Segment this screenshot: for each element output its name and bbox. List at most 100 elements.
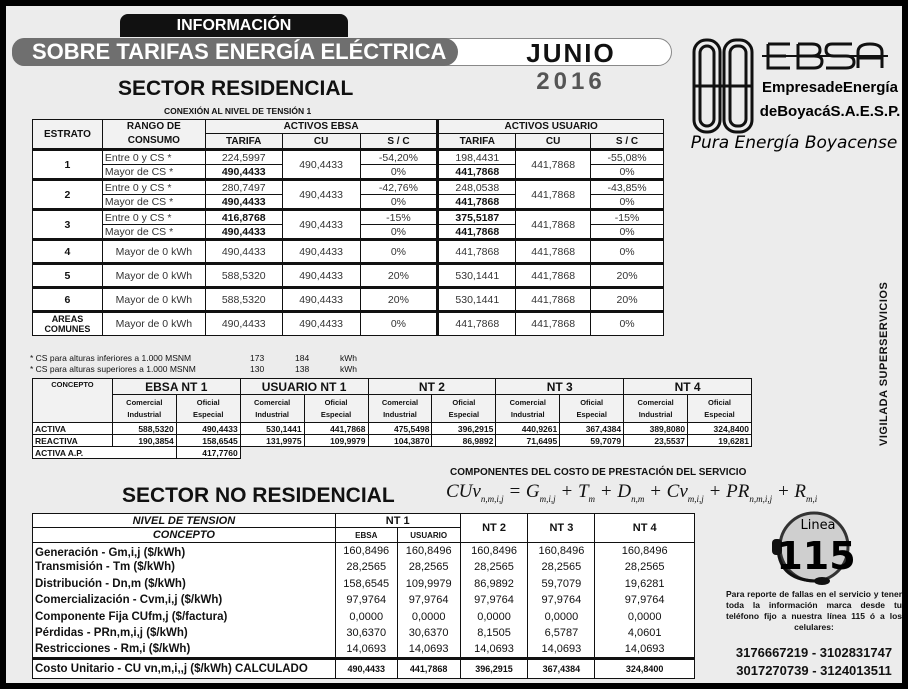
cell: 441,7868 [515,148,592,180]
cell: -43,85% [590,178,664,195]
tarifa-header: TARIFA [436,133,517,150]
cell: 0,0000 [396,608,461,625]
sub-header-line: Comercial [509,397,546,407]
cell: 490,4433 [281,238,361,264]
cell: 30,6370 [396,625,461,642]
vigilada-superservicios: VIGILADA SUPERSERVICIOS [878,281,890,446]
cell: 475,5498 [367,422,433,435]
cell: 28,2565 [396,559,461,576]
cell: 160,8496 [396,542,461,559]
cell: Restricciones - Rm,i ($/kWh) [32,641,336,658]
cell: 588,5320 [111,422,177,435]
cell: 160,8496 [334,542,398,559]
cell: 367,4384 [527,656,596,679]
logo-line1: EmpresadeEnergía [762,79,899,96]
cell: Mayor de CS * [101,164,206,180]
cell: 0% [359,224,439,240]
sub-header-line: Industrial [510,409,545,419]
cell: 530,1441 [239,422,305,435]
cell: 490,4433 [204,164,283,180]
cell: 375,5187 [436,208,517,225]
sub-header: Comercial Industrial [239,394,305,423]
table-row: ACTIVA A.P. 417,7760 [32,446,752,459]
sub-header-line: Comercial [126,397,163,407]
table-row: Mayor de CS * 490,4433 0% 441,7868 0% [33,194,664,210]
cell: Comercialización - Cvm,i,j ($/kWh) [32,592,336,609]
cell: 441,7868 [436,310,517,336]
cell: -15% [359,208,439,225]
cell: 441,7868 [396,656,461,679]
cell: 441,7868 [515,178,592,210]
cell: 0% [359,310,439,336]
nt1-header: NT 1 [334,513,461,528]
estrato-header: ESTRATO [32,119,103,150]
cell: 109,9979 [303,434,369,447]
cell: 441,7868 [436,224,517,240]
cell: 490,4433 [204,194,283,210]
cs-notes: * CS para alturas inferiores a 1.000 MSN… [30,353,357,375]
sub-header: Oficial Especial [687,394,752,423]
table-row: 3 Entre 0 y CS * 416,8768 490,4433 -15% 375,5… [32,208,664,240]
cell: 441,7868 [436,238,517,264]
cell: 490,4433 [281,310,361,336]
sub-header: Comercial Industrial [111,394,177,423]
cell: 441,7868 [515,262,592,288]
cell: 396,2915 [431,422,497,435]
cell: 588,5320 [204,286,283,312]
cell: 198,4431 [436,148,517,165]
cell: 160,8496 [459,542,529,559]
linea-label: Linea [800,518,835,533]
nivel-header: NIVEL DE TENSION [32,513,336,528]
cell: -15% [590,208,664,225]
cu-header: CU [281,133,361,150]
concepto-header: CONCEPTO [32,527,336,543]
cell: ACTIVA [32,422,113,435]
cell: 416,8768 [204,208,283,225]
cell: 367,4384 [559,422,625,435]
cell: 441,7868 [515,286,592,312]
cell: 0,0000 [334,608,398,625]
sector-no-residencial-title: SECTOR NO RESIDENCIAL [122,484,395,507]
table-row: 6 Mayor de 0 kWh 588,5320 490,4433 20% 530,14… [32,286,664,312]
empty-cell [240,446,752,459]
ebsa-subheader: EBSA [334,527,398,543]
cell: -55,08% [590,148,664,165]
cell: 490,4433 [281,148,361,180]
cell: 0% [590,310,664,336]
cell: -54,20% [359,148,439,165]
cell: 490,4433 [204,310,283,336]
note-value: 173 [250,353,265,363]
cell: 490,4433 [281,262,361,288]
cell: 28,2565 [594,559,695,576]
sub-header-line: Comercial [253,397,291,407]
ebsa-logo: EmpresadeEnergía deBoyacáS.A.E.S.P. Pura… [691,38,900,153]
cell: 19,6281 [594,575,695,592]
sub-header: Oficial Especial [303,394,369,423]
sub-header-line: Especial [576,409,607,419]
logo-line2: deBoyacáS.A.E.S.P. [760,103,900,120]
table-row: Transmisión - Tm ($/kWh) 28,2565 28,2565 28… [32,559,695,576]
group-header: USUARIO NT 1 [239,378,369,395]
cell: ACTIVA A.P. [32,446,177,459]
sector-residencial-title: SECTOR RESIDENCIAL [118,77,354,100]
note-value: 130 [250,364,265,374]
sub-header-line: Oficial [580,397,604,407]
cell: 20% [359,286,439,312]
cell: 86,9892 [459,575,529,592]
headset-icon [772,539,782,555]
helpline-text: Para reporte de fallas en el servicio y … [726,589,902,632]
cell: 28,2565 [459,559,529,576]
cell: 396,2915 [459,656,529,679]
cell: Generación - Gm,i,j ($/kWh) [32,542,336,559]
table-row: AREAS COMUNES Mayor de 0 kWh 490,4433 490,4… [32,310,664,336]
group-header: NT 2 [367,378,497,395]
cell: 530,1441 [436,286,517,312]
cell: AREAS COMUNES [32,310,103,336]
cell: 441,7868 [436,164,517,180]
sub-header-line: Especial [193,409,224,419]
sub-header: Comercial Industrial [495,394,561,423]
residential-tariff-table: ESTRATO RANGO DE CONSUMO ACTIVOS EBSA ACTIV… [32,118,664,336]
table-row: Mayor de CS * 490,4433 0% 441,7868 0% [33,224,664,240]
cell: 588,5320 [204,262,283,288]
cell: 190,3854 [111,434,177,447]
